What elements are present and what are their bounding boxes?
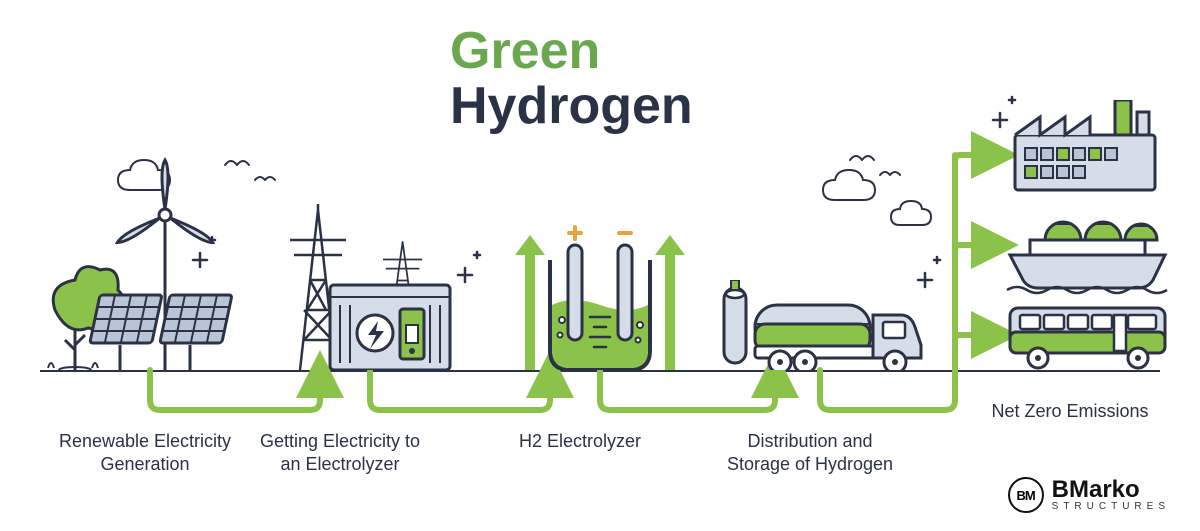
page-title: Green Hydrogen: [450, 24, 693, 133]
electrolyzer-icon: [510, 225, 690, 370]
netzero-icon: [1005, 100, 1180, 370]
caption-distribution: Distribution and Storage of Hydrogen: [720, 430, 900, 477]
stage-transmission: [275, 200, 475, 370]
caption-electrolyzer: H2 Electrolyzer: [490, 430, 670, 453]
logo-subtext: STRUCTURES: [1052, 502, 1170, 512]
logo-badge-icon: BM: [1008, 477, 1044, 513]
title-line2: Hydrogen: [450, 79, 693, 134]
renewable-icon: [40, 155, 260, 370]
caption-netzero: Net Zero Emissions: [990, 400, 1150, 423]
transmission-icon: [275, 200, 475, 370]
distribution-icon: [720, 280, 940, 370]
caption-renewable: Renewable Electricity Generation: [55, 430, 235, 477]
stage-distribution: [720, 280, 940, 370]
logo-wordmark: BMarko: [1052, 478, 1170, 502]
stage-netzero: [1005, 100, 1180, 370]
stage-renewable: [40, 155, 260, 370]
caption-transmission: Getting Electricity to an Electrolyzer: [250, 430, 430, 477]
stage-electrolyzer: [510, 225, 690, 370]
title-line1: Green: [450, 24, 693, 79]
brand-logo: BM BMarko STRUCTURES: [1008, 477, 1170, 513]
ground-line: [40, 370, 1160, 372]
